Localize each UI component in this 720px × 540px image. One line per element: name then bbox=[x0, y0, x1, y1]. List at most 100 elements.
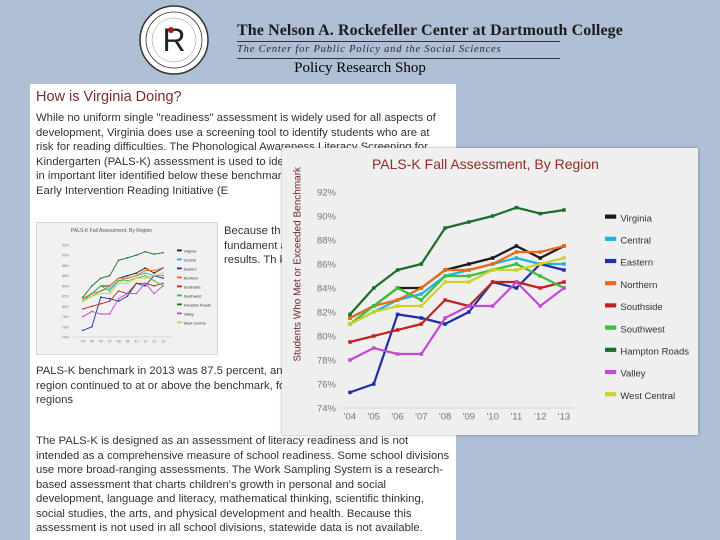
data-point bbox=[372, 286, 376, 290]
data-point bbox=[117, 297, 120, 300]
y-tick-label: 76% bbox=[317, 380, 337, 391]
y-tick-label: 74% bbox=[62, 336, 69, 340]
series-line-southwest bbox=[82, 275, 164, 302]
legend-swatch bbox=[177, 285, 182, 288]
data-point bbox=[348, 340, 352, 344]
data-point bbox=[162, 272, 164, 274]
data-point bbox=[372, 334, 376, 338]
legend-swatch bbox=[605, 236, 617, 241]
data-point bbox=[144, 267, 146, 269]
data-point bbox=[153, 280, 155, 282]
data-point bbox=[91, 305, 93, 308]
y-tick-label: 76% bbox=[62, 325, 69, 329]
data-point bbox=[395, 328, 400, 332]
header-divider bbox=[237, 41, 560, 42]
legend-swatch bbox=[605, 392, 617, 397]
data-point bbox=[514, 205, 519, 210]
header-banner: R The Nelson A. Rockefeller Center at Da… bbox=[0, 0, 720, 80]
data-point bbox=[562, 280, 566, 284]
header-divider-bottom bbox=[237, 58, 560, 59]
data-point bbox=[162, 285, 164, 287]
data-point bbox=[395, 352, 400, 356]
data-point bbox=[162, 251, 164, 254]
chart-title: PALS-K Fall Assessment, By Region bbox=[372, 156, 599, 172]
series-line-west-central bbox=[349, 256, 565, 325]
data-point bbox=[162, 277, 164, 279]
data-point bbox=[419, 316, 424, 320]
x-tick-label: '06 bbox=[98, 340, 103, 344]
series-line-eastern bbox=[349, 262, 565, 394]
data-point bbox=[538, 274, 542, 278]
legend-label: Central bbox=[620, 236, 651, 247]
data-point bbox=[538, 262, 542, 266]
data-point bbox=[144, 250, 146, 253]
legend-swatch bbox=[605, 258, 617, 264]
data-point bbox=[395, 312, 400, 317]
data-point bbox=[443, 322, 447, 326]
data-point bbox=[348, 312, 352, 317]
data-point bbox=[100, 313, 102, 315]
data-point bbox=[153, 253, 155, 255]
data-point bbox=[117, 282, 120, 285]
y-tick-label: 88% bbox=[317, 236, 337, 247]
x-tick-label: '08 bbox=[116, 340, 121, 344]
series-line-hampton-roads bbox=[82, 251, 164, 298]
data-point bbox=[443, 274, 447, 278]
legend-swatch bbox=[177, 249, 182, 252]
legend-label: Hampton Roads bbox=[620, 347, 689, 358]
series-line-northern bbox=[82, 267, 164, 300]
data-point bbox=[126, 295, 129, 297]
data-point bbox=[562, 208, 566, 212]
y-tick-label: 92% bbox=[317, 188, 337, 199]
data-point bbox=[162, 282, 164, 285]
y-tick-label: 82% bbox=[317, 308, 337, 319]
y-tick-label: 78% bbox=[317, 356, 337, 367]
data-point bbox=[82, 329, 84, 332]
x-tick-label: '04 bbox=[81, 340, 86, 344]
data-point bbox=[126, 277, 129, 279]
data-point bbox=[162, 267, 164, 269]
data-point bbox=[467, 304, 471, 308]
data-point bbox=[108, 285, 111, 287]
legend-label: Southwest bbox=[620, 324, 665, 335]
legend-label: West Central bbox=[620, 391, 675, 402]
legend-swatch bbox=[605, 303, 617, 308]
data-point bbox=[490, 268, 495, 272]
series-line-southside bbox=[82, 282, 164, 310]
data-point bbox=[443, 280, 447, 284]
seal-logo: R bbox=[139, 5, 209, 75]
legend-label: Eastern bbox=[620, 258, 653, 269]
data-point bbox=[348, 358, 352, 362]
data-point bbox=[562, 262, 566, 266]
data-point bbox=[108, 313, 111, 315]
data-point bbox=[467, 268, 471, 272]
legend-swatch bbox=[177, 303, 182, 306]
y-tick-label: 88% bbox=[62, 264, 69, 268]
y-tick-label: 84% bbox=[317, 284, 337, 295]
data-point bbox=[153, 272, 155, 274]
legend-label: Central bbox=[184, 258, 196, 262]
y-tick-label: 90% bbox=[317, 212, 337, 223]
thumbnail-chart-title: PALS-K Fall Assessment, By Region bbox=[71, 228, 153, 234]
data-point bbox=[395, 298, 400, 302]
data-point bbox=[82, 297, 84, 300]
thumbnail-chart-plot: 74% 76% 78% 80% 82% 84% 86% 88% 90% 92% '04 '05'06 '… bbox=[62, 244, 211, 344]
data-point bbox=[348, 390, 352, 395]
data-point bbox=[100, 290, 102, 292]
legend-swatch bbox=[177, 258, 182, 261]
data-point bbox=[108, 290, 111, 292]
y-tick-label: 80% bbox=[62, 305, 69, 309]
data-point bbox=[135, 277, 138, 279]
series-line-southwest bbox=[349, 262, 565, 325]
data-point bbox=[514, 244, 519, 248]
legend-swatch bbox=[605, 214, 617, 219]
data-point bbox=[126, 292, 129, 295]
data-point bbox=[100, 292, 102, 295]
legend-swatch bbox=[605, 369, 617, 375]
data-point bbox=[419, 352, 424, 356]
chart-panel: PALS-K Fall Assessment, By Region Studen… bbox=[282, 148, 698, 435]
data-point bbox=[372, 310, 376, 314]
series-line-valley bbox=[349, 280, 565, 361]
data-point bbox=[117, 290, 120, 292]
thumbnail-chart: PALS-K Fall Assessment, By Region 74% 76%… bbox=[36, 222, 218, 355]
